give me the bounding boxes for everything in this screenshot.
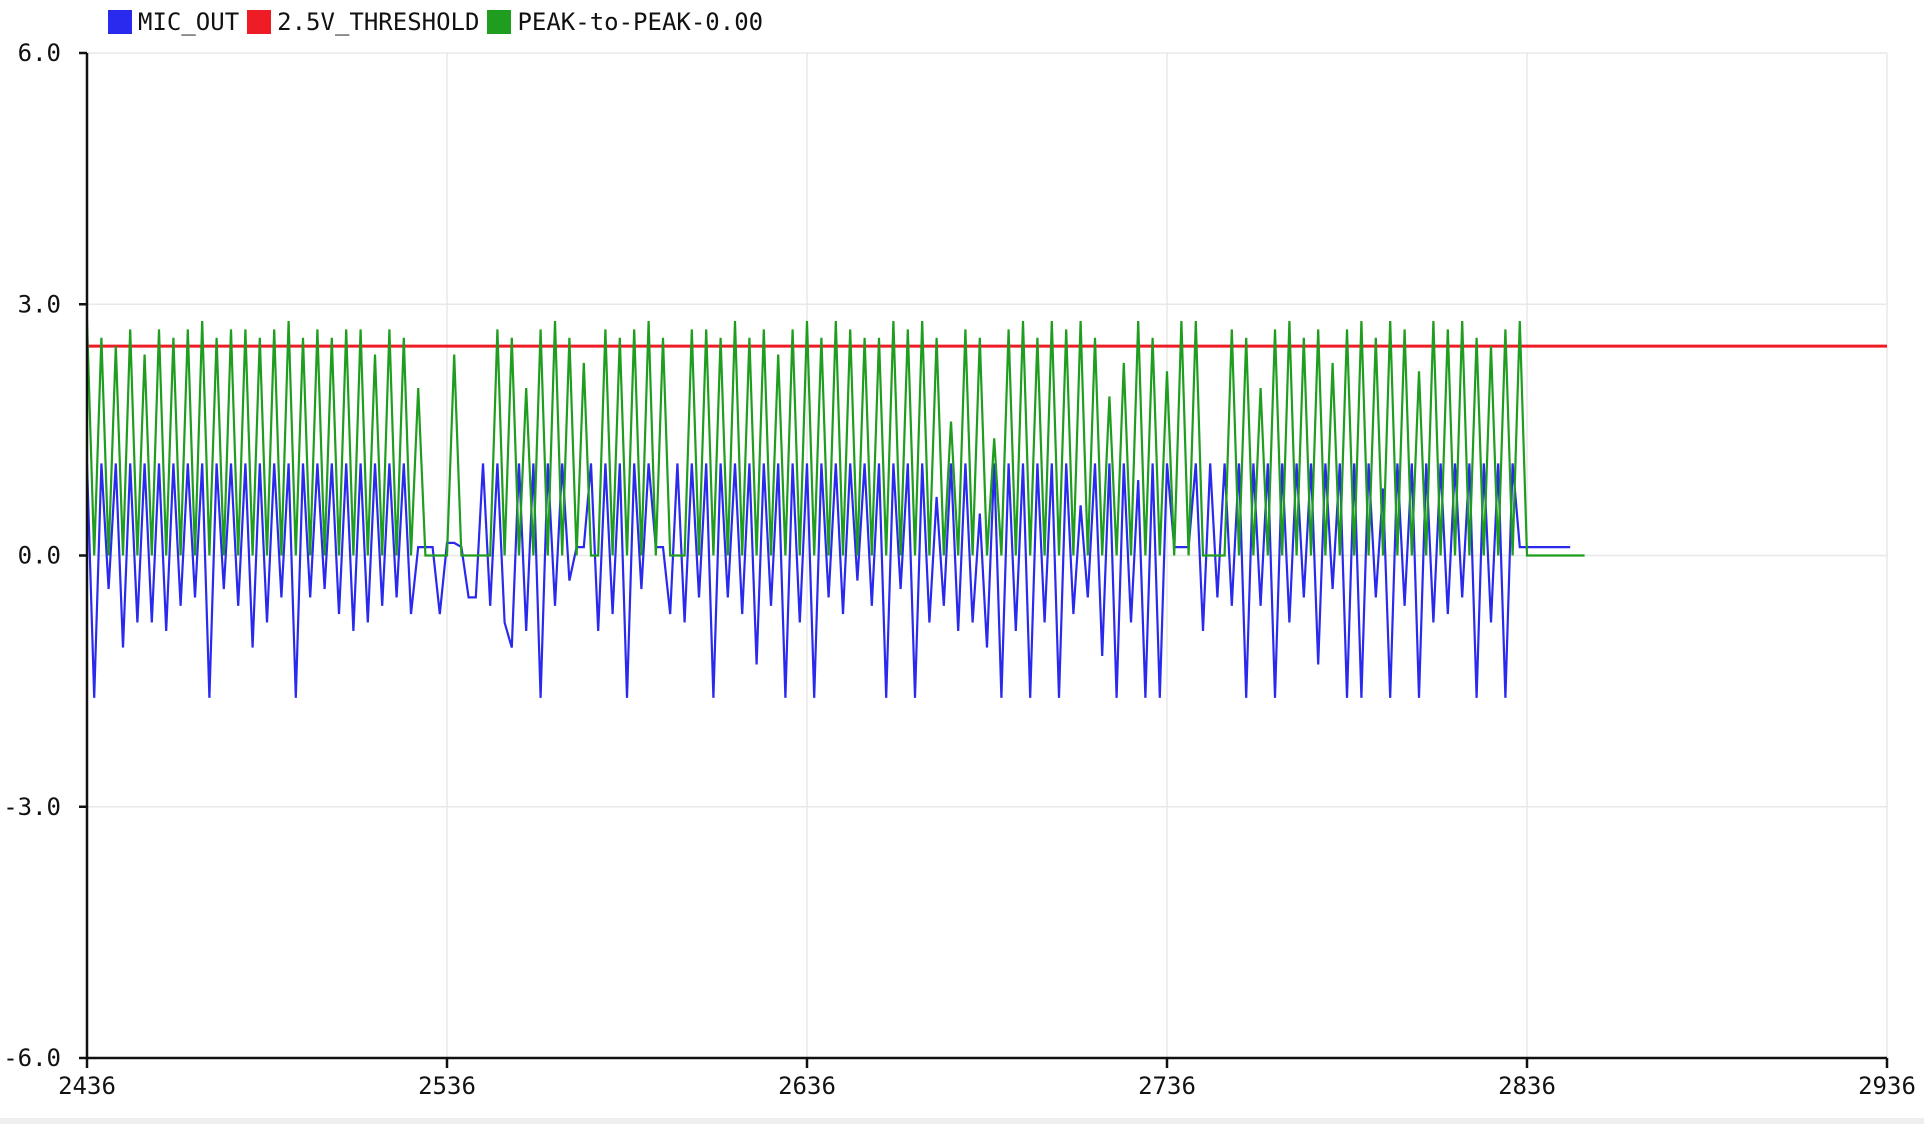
- y-tick-label-3: 3.0: [18, 290, 61, 318]
- legend: MIC_OUT 2.5V_THRESHOLD PEAK-to-PEAK-0.00: [108, 6, 763, 38]
- y-tick-label-4: 6.0: [18, 39, 61, 67]
- green-square-icon: [487, 10, 512, 34]
- blue-square-icon: [108, 10, 132, 34]
- tick-labels: -6.0 -3.0 0.0 3.0 6.0 2436 2536 2636 2736 2836 293…: [3, 39, 1916, 1100]
- legend-label-peak-to-peak: PEAK-to-PEAK-0.00: [517, 8, 764, 36]
- legend-item-threshold[interactable]: 2.5V_THRESHOLD: [247, 8, 479, 36]
- legend-item-peak-to-peak[interactable]: PEAK-to-PEAK-0.00: [487, 8, 763, 36]
- x-tick-label-3: 2736: [1138, 1072, 1196, 1100]
- y-tick-label-2: 0.0: [18, 542, 61, 570]
- legend-label-mic-out: MIC_OUT: [138, 8, 240, 36]
- y-tick-label-0: -6.0: [3, 1044, 61, 1072]
- series-line-0: [85, 463, 1571, 698]
- x-tick-label-4: 2836: [1498, 1072, 1556, 1100]
- axes: [79, 51, 1889, 1068]
- x-tick-label-1: 2536: [418, 1072, 476, 1100]
- x-tick-label-2: 2636: [778, 1072, 836, 1100]
- x-tick-label-5: 2936: [1858, 1072, 1916, 1100]
- red-square-icon: [247, 10, 272, 34]
- bottom-strip: [0, 1118, 1924, 1124]
- legend-label-threshold: 2.5V_THRESHOLD: [277, 8, 480, 36]
- x-tick-label-0: 2436: [58, 1072, 116, 1100]
- series-lines: [85, 320, 1887, 698]
- y-tick-label-1: -3.0: [3, 793, 61, 821]
- series-line-2: [85, 320, 1585, 557]
- legend-item-mic-out[interactable]: MIC_OUT: [108, 8, 239, 36]
